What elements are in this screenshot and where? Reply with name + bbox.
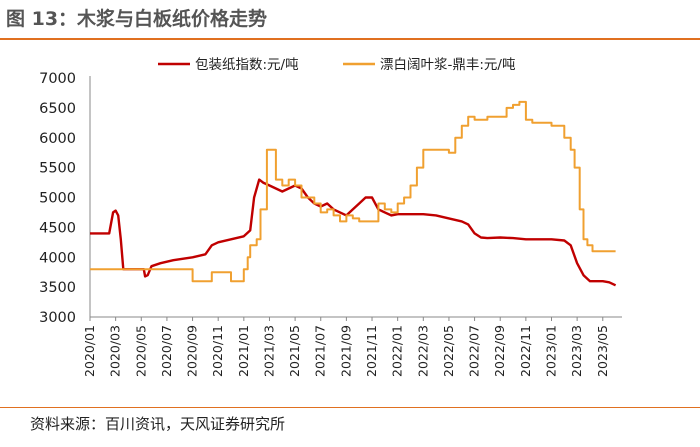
x-tick-label: 2020/01 <box>82 325 97 377</box>
page-title: 图 13：木浆与白板纸价格走势 <box>6 8 268 30</box>
title-divider <box>0 38 700 40</box>
x-tick-label: 2020/11 <box>210 325 225 377</box>
x-tick-label: 2022/09 <box>492 325 507 377</box>
y-tick-label: 6500 <box>39 101 76 117</box>
x-tick-label: 2020/05 <box>133 325 148 377</box>
x-tick-label: 2020/09 <box>185 325 200 377</box>
y-axis-ticks: 3000 3500 4000 4500 5000 5500 6000 6500 7000 <box>39 71 76 326</box>
x-tick-label: 2023/05 <box>595 325 610 377</box>
legend-label: 漂白阔叶浆-鼎丰:元/吨 <box>380 57 515 73</box>
chart-legend: 包装纸指数:元/吨 漂白阔叶浆-鼎丰:元/吨 <box>158 57 515 73</box>
x-tick-label: 2023/03 <box>569 325 584 377</box>
y-tick-label: 5000 <box>39 191 76 207</box>
x-tick-label: 2021/09 <box>338 325 353 377</box>
y-tick-label: 4500 <box>39 220 76 236</box>
y-tick-label: 5500 <box>39 161 76 177</box>
x-tick-label: 2023/01 <box>543 325 558 377</box>
series-line-pulp <box>90 100 616 283</box>
x-tick-label: 2021/01 <box>236 325 251 377</box>
x-tick-label: 2020/03 <box>108 325 123 377</box>
y-tick-label: 3000 <box>39 310 76 326</box>
x-tick-label: 2021/05 <box>287 325 302 377</box>
legend-label: 包装纸指数:元/吨 <box>195 57 299 73</box>
series-line-board <box>90 178 617 287</box>
x-tick-label: 2022/01 <box>390 325 405 377</box>
x-tick-label: 2020/07 <box>159 325 174 377</box>
y-tick-label: 6000 <box>39 131 76 147</box>
x-tick-label: 2022/11 <box>518 325 533 377</box>
x-tick-label: 2021/11 <box>364 325 379 377</box>
y-tick-label: 4000 <box>39 250 76 266</box>
x-tick-label: 2021/03 <box>261 325 276 377</box>
source-note: 资料来源：百川资讯，天风证券研究所 <box>30 415 286 433</box>
chart-axes <box>89 76 622 318</box>
x-tick-label: 2022/03 <box>415 325 430 377</box>
x-tick-label: 2022/07 <box>467 325 482 377</box>
x-tick-label: 2021/07 <box>313 325 328 377</box>
y-tick-label: 3500 <box>39 280 76 296</box>
x-tick-label: 2022/05 <box>441 325 456 377</box>
x-axis-ticks: 2020/01 2020/03 2020/05 2020/07 2020/09 2020/… <box>82 317 610 377</box>
y-tick-label: 7000 <box>39 71 76 87</box>
price-chart: 3000 3500 4000 4500 5000 5500 6000 6500 7000 202… <box>39 57 622 377</box>
series-layer <box>90 100 617 287</box>
footer-divider <box>0 407 700 408</box>
